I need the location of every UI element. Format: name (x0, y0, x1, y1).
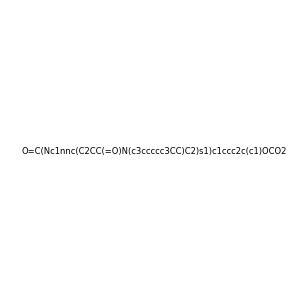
Text: O=C(Nc1nnc(C2CC(=O)N(c3ccccc3CC)C2)s1)c1ccc2c(c1)OCO2: O=C(Nc1nnc(C2CC(=O)N(c3ccccc3CC)C2)s1)c1… (21, 147, 286, 156)
